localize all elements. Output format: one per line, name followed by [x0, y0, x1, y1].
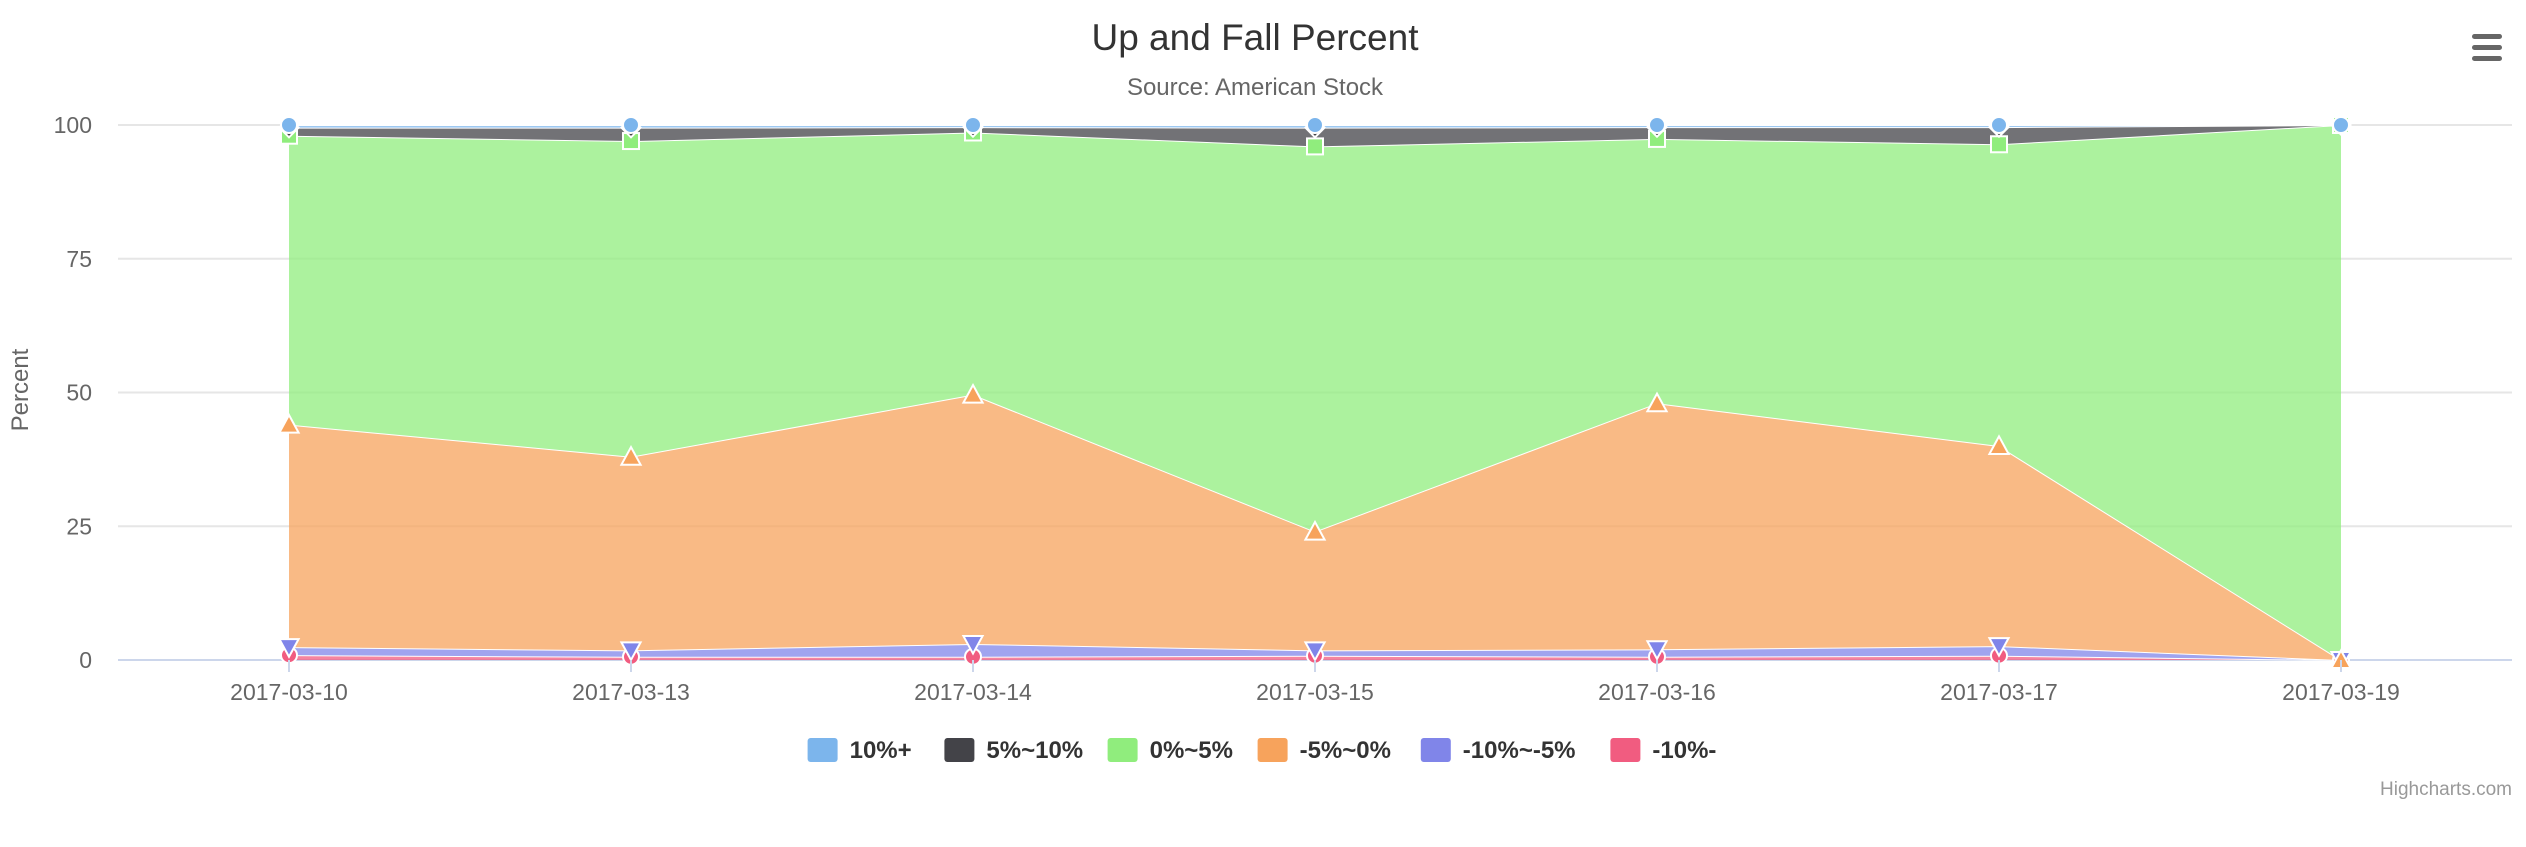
- series-markers: [277, 113, 2353, 672]
- x-tick-label: 2017-03-16: [1598, 679, 1716, 705]
- legend-swatch: [1420, 738, 1451, 762]
- data-point[interactable]: [1303, 519, 1327, 541]
- data-point[interactable]: [1648, 116, 1666, 134]
- chart-title: Up and Fall Percent: [1091, 17, 1419, 58]
- data-point[interactable]: [1990, 116, 2008, 134]
- legend-label: -10%~-5%: [1463, 737, 1576, 764]
- data-point[interactable]: [1990, 135, 2008, 154]
- legend-item[interactable]: -5%~0%: [1257, 737, 1391, 764]
- data-point[interactable]: [1306, 116, 1324, 134]
- y-tick-label: 0: [79, 647, 92, 673]
- legend-item[interactable]: 10%+: [807, 737, 912, 764]
- legend-swatch: [1107, 738, 1138, 762]
- data-point[interactable]: [277, 638, 301, 659]
- y-tick-label: 100: [54, 112, 92, 138]
- data-point[interactable]: [961, 382, 985, 404]
- data-point[interactable]: [280, 116, 298, 134]
- data-point[interactable]: [964, 116, 982, 134]
- x-tick-label: 2017-03-15: [1256, 679, 1374, 705]
- legend-swatch: [1257, 738, 1288, 762]
- series-areas: [288, 124, 2342, 661]
- legend-item[interactable]: 0%~5%: [1107, 737, 1233, 764]
- y-axis-ticks: 0 25 50 75 100: [54, 112, 92, 673]
- data-point[interactable]: [1987, 434, 2011, 455]
- y-tick-label: 50: [66, 380, 92, 406]
- legend-label: 5%~10%: [986, 737, 1083, 764]
- data-point[interactable]: [619, 641, 643, 663]
- x-tick-label: 2017-03-14: [914, 679, 1032, 705]
- chart-subtitle: Source: American Stock: [1127, 74, 1384, 101]
- x-tick-label: 2017-03-13: [572, 679, 690, 705]
- data-point[interactable]: [619, 445, 643, 466]
- data-point[interactable]: [1303, 641, 1327, 663]
- x-tick-label: 2017-03-19: [2282, 679, 2400, 705]
- y-tick-label: 75: [66, 246, 92, 272]
- data-point[interactable]: [622, 116, 640, 134]
- legend-item[interactable]: 5%~10%: [944, 737, 1083, 764]
- series-area: [289, 394, 2341, 660]
- y-axis-title: Percent: [7, 348, 34, 431]
- data-point[interactable]: [961, 634, 985, 656]
- data-point[interactable]: [1987, 637, 2011, 658]
- data-point[interactable]: [277, 412, 301, 434]
- legend-label: 10%+: [850, 737, 912, 764]
- legend-label: 0%~5%: [1150, 737, 1233, 764]
- x-tick-label: 2017-03-17: [1940, 679, 2058, 705]
- x-axis-ticks: 2017-03-10 2017-03-13 2017-03-14 2017-03-15…: [230, 660, 2400, 705]
- data-point[interactable]: [1645, 640, 1669, 661]
- y-tick-label: 25: [66, 513, 92, 539]
- legend-label: -10%-: [1652, 737, 1716, 764]
- legend-swatch: [1610, 738, 1641, 762]
- data-point[interactable]: [1306, 137, 1324, 156]
- legend-item[interactable]: -10%~-5%: [1420, 737, 1576, 764]
- credits-link[interactable]: Highcharts.com: [2380, 779, 2512, 800]
- legend-item[interactable]: -10%-: [1610, 737, 1716, 764]
- legend: 10%+ 5%~10% 0%~5% -5%~0% -10%~-5% -10%-: [807, 737, 1716, 764]
- data-point[interactable]: [1645, 391, 1669, 413]
- legend-label: -5%~0%: [1300, 737, 1391, 764]
- legend-swatch: [807, 738, 838, 762]
- data-point[interactable]: [2332, 116, 2350, 134]
- legend-swatch: [944, 738, 975, 762]
- series-area: [289, 125, 2341, 660]
- hamburger-menu-icon[interactable]: [2468, 30, 2504, 68]
- x-tick-label: 2017-03-10: [230, 679, 348, 705]
